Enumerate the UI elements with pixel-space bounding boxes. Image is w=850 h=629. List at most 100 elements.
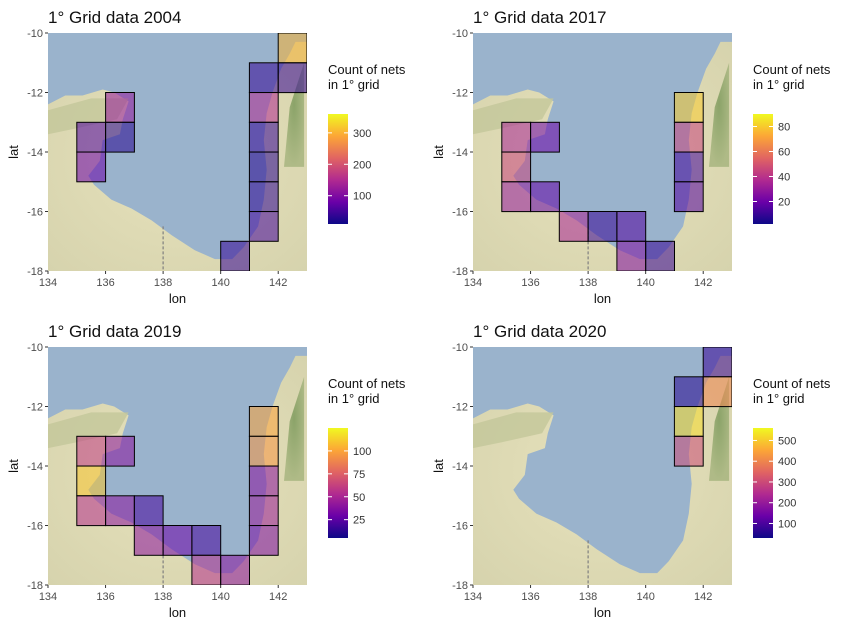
grid-cell: [76, 151, 107, 183]
x-tick-label: 142: [694, 277, 712, 289]
grid-cell: [501, 181, 532, 213]
x-tick-label: 136: [96, 591, 114, 603]
grid-cell: [558, 211, 589, 242]
legend-tick-label: 20: [778, 197, 790, 209]
grid-cell: [673, 376, 704, 408]
grid-cell: [105, 435, 135, 467]
y-tick-label: -10: [452, 342, 468, 354]
x-tick-label: 138: [579, 277, 597, 289]
x-tick-label: 140: [636, 591, 654, 603]
x-tick-label: 134: [464, 591, 482, 603]
x-tick-label: 138: [154, 591, 172, 603]
x-tick-label: 136: [521, 591, 539, 603]
grid-cell: [673, 92, 704, 123]
grid-cell: [673, 435, 704, 467]
x-tick-label: 134: [39, 277, 57, 289]
x-tick-label: 140: [636, 277, 654, 289]
grid-cell: [248, 92, 279, 123]
grid-cell: [133, 495, 164, 527]
y-tick-label: -12: [27, 402, 43, 414]
grid-cell: [248, 151, 279, 183]
y-tick-label: -10: [452, 28, 468, 40]
grid-cell: [702, 347, 732, 378]
chart-title: 1° Grid data 2019: [48, 322, 181, 341]
panel-2: 1° Grid data 2017 134 136 138 140 142 -10 -12 -1…: [431, 8, 831, 306]
legend-tick-label: 200: [778, 498, 796, 510]
legend: Count of nets in 1° grid 25 50 75 100: [328, 376, 406, 538]
legend: Count of nets in 1° grid 100 200 300 400 500: [753, 376, 831, 538]
grid-cell: [702, 376, 732, 408]
y-axis-label: lat: [431, 459, 446, 473]
map-background: [473, 347, 732, 585]
grid-cell: [105, 495, 135, 527]
legend-title: in 1° grid: [753, 77, 804, 92]
grid-cell: [616, 211, 647, 242]
y-tick-label: -16: [27, 207, 43, 219]
grid-cell: [248, 435, 279, 467]
legend-tick-label: 500: [778, 435, 796, 447]
grid-cell: [76, 495, 107, 527]
y-tick-label: -10: [27, 28, 43, 40]
y-tick-label: -10: [27, 342, 43, 354]
y-tick-label: -12: [452, 88, 468, 100]
map-background: [48, 33, 307, 271]
grid-cell: [220, 240, 250, 271]
grid-cell: [105, 92, 135, 123]
y-tick-label: -18: [27, 580, 43, 592]
y-tick-label: -16: [452, 521, 468, 533]
x-tick-label: 136: [521, 277, 539, 289]
x-axis-label: lon: [169, 291, 186, 306]
y-tick-label: -14: [452, 461, 468, 473]
grid-cell: [162, 525, 193, 556]
grid-cell: [248, 211, 279, 242]
chart-title: 1° Grid data 2020: [473, 322, 606, 341]
y-tick-label: -18: [27, 266, 43, 278]
x-tick-label: 142: [269, 591, 287, 603]
grid-cell: [220, 554, 250, 585]
grid-cell: [587, 211, 618, 242]
y-tick-label: -18: [452, 580, 468, 592]
vegetation-area: [284, 376, 305, 481]
legend-colorbar: [753, 428, 773, 538]
grid-cell: [248, 465, 279, 497]
vegetation-area: [473, 412, 554, 449]
legend-title: in 1° grid: [328, 391, 379, 406]
legend-tick-label: 100: [353, 191, 371, 203]
grid-cell: [133, 525, 164, 556]
x-axis-label: lon: [594, 291, 611, 306]
legend-tick-label: 50: [353, 492, 365, 504]
legend-title: in 1° grid: [328, 77, 379, 92]
y-axis-label: lat: [6, 145, 21, 159]
grid-cell: [76, 435, 107, 467]
legend-tick-label: 100: [778, 518, 796, 530]
grid-cell: [673, 181, 704, 213]
chart-title: 1° Grid data 2017: [473, 8, 606, 27]
x-tick-label: 138: [154, 277, 172, 289]
x-tick-label: 140: [211, 277, 229, 289]
legend-colorbar: [328, 114, 348, 224]
y-tick-label: -16: [452, 207, 468, 219]
x-axis-label: lon: [594, 605, 611, 620]
legend-tick-label: 300: [778, 477, 796, 489]
grid-cell: [248, 406, 279, 437]
legend-title: in 1° grid: [753, 391, 804, 406]
grid-cell: [248, 495, 279, 527]
y-tick-label: -16: [27, 521, 43, 533]
y-tick-label: -12: [452, 402, 468, 414]
legend-colorbar: [753, 114, 773, 224]
panel-4: 1° Grid data 2020 134 136 138 140 142 -10 -12 -1…: [431, 322, 831, 620]
x-tick-label: 138: [579, 591, 597, 603]
grid-cell: [76, 465, 107, 497]
chart-title: 1° Grid data 2004: [48, 8, 181, 27]
legend-tick-label: 200: [353, 159, 371, 171]
grid-cell: [530, 181, 560, 213]
legend-title: Count of nets: [753, 62, 831, 77]
grid-cell: [105, 121, 135, 153]
legend-tick-label: 300: [353, 128, 371, 140]
legend-tick-label: 25: [353, 515, 365, 527]
grid-cell: [501, 151, 532, 183]
grid-cell: [616, 240, 647, 271]
legend-tick-label: 75: [353, 469, 365, 481]
legend-title: Count of nets: [328, 62, 406, 77]
map-background: [48, 347, 307, 585]
